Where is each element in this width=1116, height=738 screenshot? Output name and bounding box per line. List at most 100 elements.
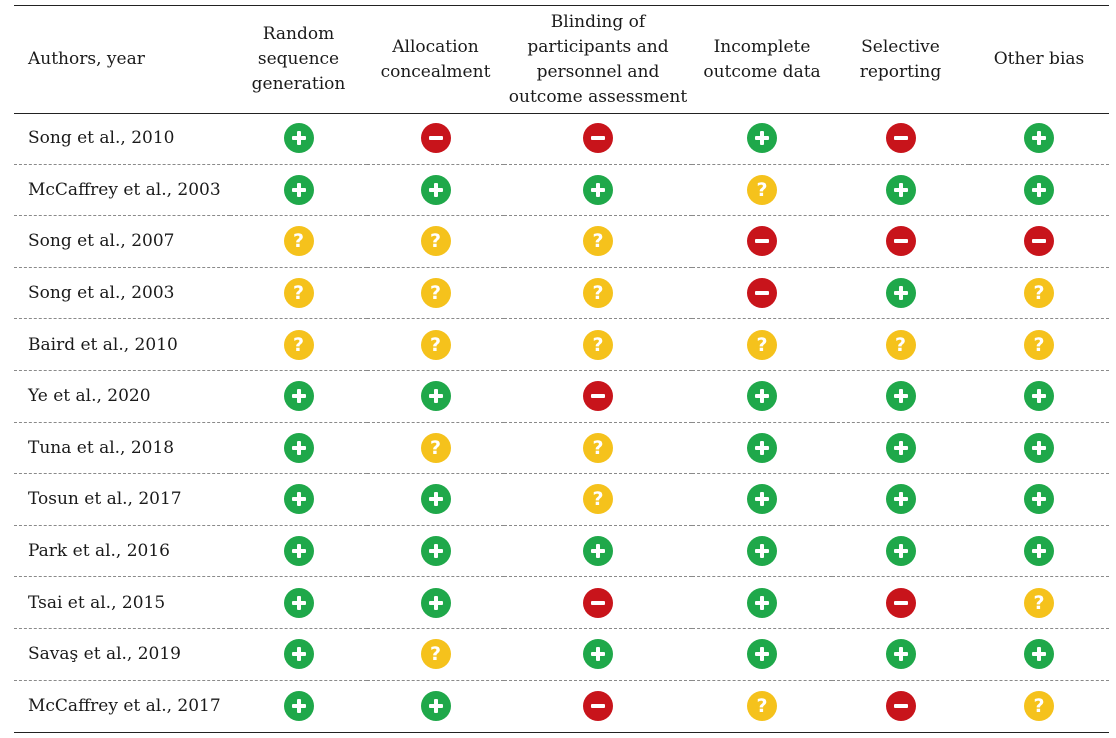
plus-circle-icon bbox=[747, 639, 777, 670]
plus-circle-icon bbox=[885, 432, 916, 463]
author-cell: Song et al., 2010 bbox=[14, 113, 230, 165]
plus-circle-icon bbox=[283, 381, 314, 412]
plus-circle-icon bbox=[583, 536, 613, 567]
column-header-line: personnel and bbox=[536, 61, 660, 82]
rating-cell bbox=[832, 215, 969, 268]
question-circle-icon bbox=[583, 226, 613, 257]
rating-cell bbox=[367, 370, 504, 423]
plus-circle-icon bbox=[583, 639, 613, 670]
question-circle-icon bbox=[885, 329, 916, 360]
rating-cell bbox=[969, 164, 1109, 217]
plus-circle-icon bbox=[1024, 123, 1054, 154]
rating-cell bbox=[367, 422, 504, 475]
table-row: Song et al., 2010 bbox=[14, 113, 1109, 165]
column-header-line: outcome assessment bbox=[508, 86, 688, 107]
minus-circle-icon bbox=[885, 123, 916, 154]
plus-circle-icon bbox=[885, 278, 916, 309]
author-cell: Song et al., 2007 bbox=[14, 215, 230, 268]
plus-circle-icon bbox=[1024, 174, 1054, 205]
rating-cell bbox=[969, 680, 1109, 731]
plus-circle-icon bbox=[885, 381, 916, 412]
rating-cell bbox=[230, 576, 367, 629]
column-header-4: Incomplete outcome data bbox=[692, 6, 832, 113]
question-circle-icon bbox=[747, 174, 777, 205]
rating-cell bbox=[832, 680, 969, 731]
minus-circle-icon bbox=[420, 123, 451, 154]
rating-cell bbox=[367, 576, 504, 629]
author-cell: McCaffrey et al., 2017 bbox=[28, 695, 221, 716]
minus-circle-icon bbox=[583, 123, 613, 154]
author-cell: Song et al., 2003 bbox=[14, 267, 230, 320]
header-row: Authors, year Random sequence generation All… bbox=[14, 6, 1109, 113]
top-rule bbox=[14, 5, 1109, 6]
rating-cell bbox=[832, 318, 969, 371]
author-cell: Park et al., 2016 bbox=[14, 525, 230, 578]
plus-circle-icon bbox=[885, 484, 916, 515]
plus-circle-icon bbox=[583, 174, 613, 205]
rating-cell bbox=[832, 525, 969, 578]
rating-cell bbox=[504, 164, 692, 217]
question-circle-icon bbox=[583, 484, 613, 515]
plus-circle-icon bbox=[283, 432, 314, 463]
table-row: Song et al., 2007 bbox=[14, 215, 1109, 268]
plus-circle-icon bbox=[283, 639, 314, 670]
rating-cell bbox=[230, 113, 367, 165]
minus-circle-icon bbox=[885, 226, 916, 257]
column-header-line: sequence bbox=[257, 49, 340, 69]
minus-circle-icon bbox=[885, 587, 916, 618]
plus-circle-icon bbox=[420, 536, 451, 567]
plus-circle-icon bbox=[885, 639, 916, 670]
column-header-line: reporting bbox=[859, 61, 942, 82]
rating-cell bbox=[969, 628, 1109, 681]
table-row: Ye et al., 2020 bbox=[14, 370, 1109, 423]
plus-circle-icon bbox=[420, 174, 451, 205]
rating-cell bbox=[504, 628, 692, 681]
column-header-line: Authors, year bbox=[28, 49, 145, 69]
rating-cell bbox=[367, 267, 504, 320]
column-header-line: Allocation bbox=[392, 36, 479, 57]
rating-cell bbox=[692, 164, 832, 217]
question-circle-icon bbox=[1024, 587, 1054, 618]
author-cell: Tosun et al., 2017 bbox=[14, 473, 230, 526]
rating-cell bbox=[969, 422, 1109, 475]
rating-cell bbox=[230, 370, 367, 423]
question-circle-icon bbox=[420, 278, 451, 309]
plus-circle-icon bbox=[747, 536, 777, 567]
column-header-6: Other bias bbox=[969, 6, 1109, 113]
rating-cell bbox=[692, 267, 832, 320]
rating-cell bbox=[504, 215, 692, 268]
rating-cell bbox=[230, 267, 367, 320]
plus-circle-icon bbox=[283, 174, 314, 205]
rating-cell bbox=[504, 576, 692, 629]
column-header-line: Other bias bbox=[993, 49, 1085, 69]
table-row: McCaffrey et al., 2017 bbox=[14, 680, 1109, 731]
question-circle-icon bbox=[420, 329, 451, 360]
rating-cell bbox=[692, 576, 832, 629]
rating-cell bbox=[832, 113, 969, 165]
author-cell: Tsai et al., 2015 bbox=[14, 576, 230, 629]
table-row: McCaffrey et al., 2003 bbox=[14, 164, 1109, 217]
author-cell: Tuna et al., 2018 bbox=[14, 422, 230, 475]
plus-circle-icon bbox=[1024, 432, 1054, 463]
rating-cell bbox=[367, 473, 504, 526]
rating-cell bbox=[230, 318, 367, 371]
table-row: Tsai et al., 2015 bbox=[14, 576, 1109, 629]
rating-cell bbox=[367, 318, 504, 371]
plus-circle-icon bbox=[283, 587, 314, 618]
question-circle-icon bbox=[1024, 690, 1054, 721]
question-circle-icon bbox=[1024, 329, 1054, 360]
rating-cell bbox=[969, 576, 1109, 629]
rating-cell bbox=[230, 628, 367, 681]
rating-cell bbox=[504, 267, 692, 320]
minus-circle-icon bbox=[885, 690, 916, 721]
plus-circle-icon bbox=[283, 123, 314, 154]
plus-circle-icon bbox=[747, 123, 777, 154]
rating-cell bbox=[692, 525, 832, 578]
plus-circle-icon bbox=[283, 536, 314, 567]
plus-circle-icon bbox=[283, 484, 314, 515]
rating-cell bbox=[832, 576, 969, 629]
rating-cell bbox=[969, 525, 1109, 578]
rating-cell bbox=[504, 422, 692, 475]
